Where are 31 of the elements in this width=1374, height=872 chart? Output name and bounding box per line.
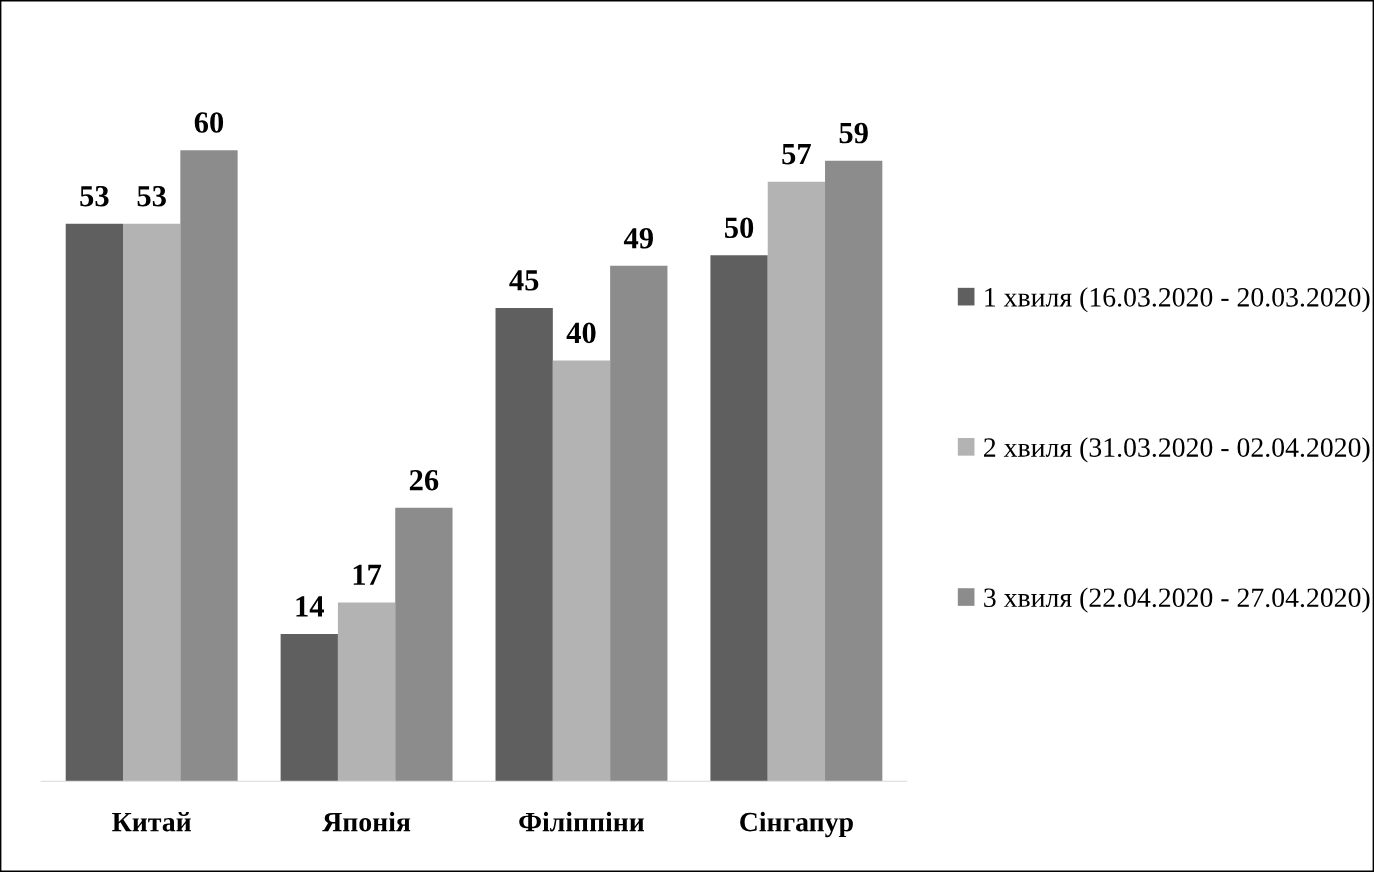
bar: [495, 307, 553, 782]
bar: [395, 507, 453, 782]
bar: [280, 634, 338, 782]
data-label: 57: [782, 144, 811, 165]
legend-label: 2 хвиля (31.03.2020 - 02.04.2020): [984, 437, 1370, 463]
data-label: 17: [353, 564, 382, 585]
legend-label: 3 хвиля (22.04.2020 - 27.04.2020): [984, 587, 1370, 613]
data-label: 53: [137, 185, 166, 207]
x-tick-label: Японія: [322, 811, 411, 832]
x-tick-label: Китай: [112, 812, 191, 832]
data-label: 49: [623, 228, 653, 249]
data-label: 40: [566, 322, 596, 344]
bar: [610, 265, 668, 782]
data-label: 50: [725, 217, 754, 239]
data-label: 59: [839, 122, 868, 144]
bar: [65, 223, 124, 782]
x-tick-label: Сінгапур: [740, 811, 853, 838]
bar: [767, 181, 826, 782]
data-label: 45: [509, 270, 539, 291]
data-label: 60: [194, 112, 224, 133]
bar: [710, 255, 768, 782]
bar: [180, 150, 238, 782]
bar: [825, 160, 883, 782]
data-label: 53: [80, 185, 109, 207]
bar: [123, 223, 181, 782]
bar: [552, 360, 611, 782]
data-label: 14: [296, 596, 324, 617]
data-label: 26: [409, 469, 439, 491]
bar: [337, 602, 396, 782]
legend-label: 1 хвиля (16.03.2020 - 20.03.2020): [985, 287, 1370, 313]
x-tick-label: Філіппіни: [519, 811, 645, 832]
